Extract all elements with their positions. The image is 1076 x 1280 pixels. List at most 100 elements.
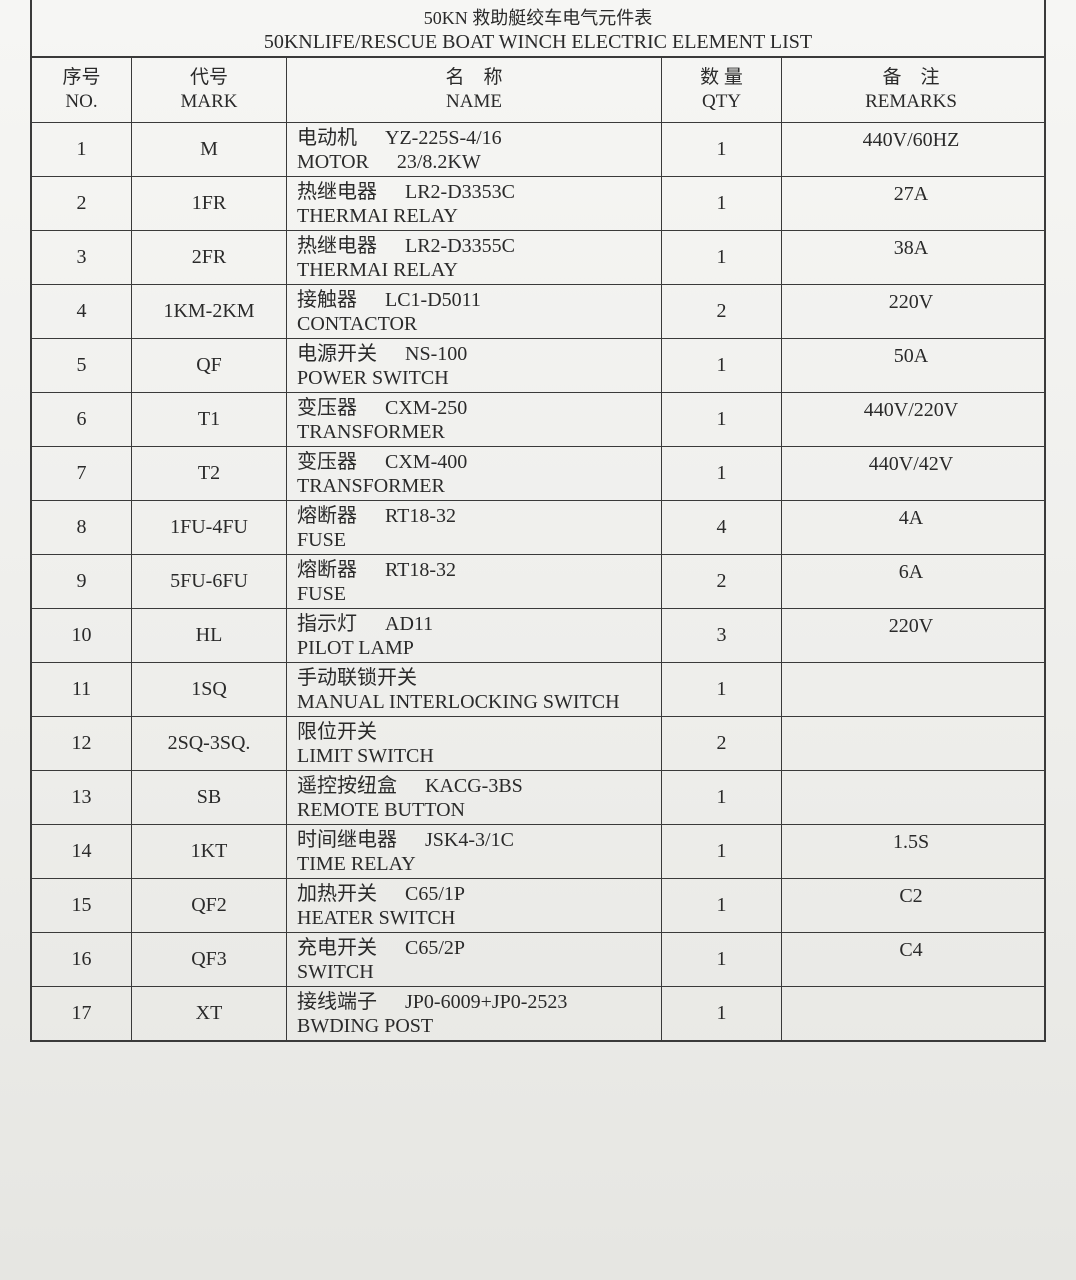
name-cell: 热继电器 LR2-D3355C THERMAI RELAY — [287, 231, 662, 284]
name-en: CONTACTOR — [297, 312, 418, 335]
qty-cell: 1 — [662, 771, 782, 824]
qty-cell: 2 — [662, 717, 782, 770]
table-row: 7 T2 变压器 CXM-400 TRANSFORMER 1 440V/42V — [32, 447, 1044, 501]
name-cn: 手动联锁开关 — [297, 666, 417, 689]
name-en: MOTOR — [297, 150, 369, 173]
remarks-cell: 220V — [782, 285, 1040, 338]
name-line: BWDING POST — [297, 1014, 433, 1038]
name-en: TRANSFORMER — [297, 474, 445, 497]
name-line: 熔断器 RT18-32 — [297, 504, 456, 528]
table-row: 1 M 电动机 YZ-225S-4/16 MOTOR 23/8.2KW 1 440V/60HZ — [32, 123, 1044, 177]
name-cell: 限位开关 LIMIT SWITCH — [287, 717, 662, 770]
qty-cell: 2 — [662, 555, 782, 608]
name-cn: 限位开关 — [297, 720, 377, 743]
table-row: 16 QF3 充电开关 C65/2P SWITCH 1 C4 — [32, 933, 1044, 987]
table-row: 12 2SQ-3SQ. 限位开关 LIMIT SWITCH 2 — [32, 717, 1044, 771]
remarks-cell: C2 — [782, 879, 1040, 932]
name-cn: 遥控按纽盒 — [297, 774, 397, 797]
mark-cell: T2 — [132, 447, 287, 500]
name-line: 时间继电器 JSK4-3/1C — [297, 828, 514, 852]
no-cell: 12 — [32, 717, 132, 770]
name-cell: 加热开关 C65/1P HEATER SWITCH — [287, 879, 662, 932]
name-cn: 变压器 — [297, 396, 357, 419]
no-cell: 16 — [32, 933, 132, 986]
spec: JP0-6009+JP0-2523 — [405, 990, 568, 1013]
remarks-cell — [782, 771, 1040, 824]
header-row: 序号 NO. 代号 MARK 名 称 NAME 数 量 QTY 备 注 REMARKS — [32, 58, 1044, 123]
name-cell: 时间继电器 JSK4-3/1C TIME RELAY — [287, 825, 662, 878]
no-cell: 2 — [32, 177, 132, 230]
name-line: MOTOR 23/8.2KW — [297, 150, 481, 174]
remarks: 220V — [888, 291, 934, 313]
name-cn: 热继电器 — [297, 234, 377, 257]
no-cell: 17 — [32, 987, 132, 1040]
header-cn: 名 称 — [445, 67, 503, 88]
name-line: 指示灯 AD11 — [297, 612, 433, 636]
name-cell: 热继电器 LR2-D3353C THERMAI RELAY — [287, 177, 662, 230]
spec: RT18-32 — [385, 504, 457, 527]
name-cn: 指示灯 — [297, 612, 357, 635]
table-row: 15 QF2 加热开关 C65/1P HEATER SWITCH 1 C2 — [32, 879, 1044, 933]
table-row: 3 2FR 热继电器 LR2-D3355C THERMAI RELAY 1 38A — [32, 231, 1044, 285]
name-line: 热继电器 LR2-D3353C — [297, 180, 515, 204]
name-cn: 充电开关 — [297, 936, 377, 959]
name-cn: 电源开关 — [297, 342, 377, 365]
spec: CXM-250 — [385, 396, 468, 419]
name-line: TRANSFORMER — [297, 420, 445, 444]
qty-cell: 1 — [662, 825, 782, 878]
no-cell: 15 — [32, 879, 132, 932]
table-row: 2 1FR 热继电器 LR2-D3353C THERMAI RELAY 1 27A — [32, 177, 1044, 231]
remarks: 27A — [893, 183, 929, 205]
remarks-cell: 440V/42V — [782, 447, 1040, 500]
header-cell: 序号 NO. — [32, 58, 132, 122]
table-row: 11 1SQ 手动联锁开关 MANUAL INTERLOCKING SWITCH 1 — [32, 663, 1044, 717]
title-block: 50KN 救助艇绞车电气元件表 50KNLIFE/RESCUE BOAT WIN… — [32, 0, 1044, 58]
name-cn: 电动机 — [297, 126, 357, 149]
no-cell: 6 — [32, 393, 132, 446]
no-cell: 13 — [32, 771, 132, 824]
table-row: 6 T1 变压器 CXM-250 TRANSFORMER 1 440V/220V — [32, 393, 1044, 447]
name-en: TRANSFORMER — [297, 420, 445, 443]
qty-cell: 1 — [662, 933, 782, 986]
no-cell: 3 — [32, 231, 132, 284]
element-table: 序号 NO. 代号 MARK 名 称 NAME 数 量 QTY 备 注 REMARKS 1 M 电动机 Y… — [32, 58, 1044, 1040]
name-cn: 接触器 — [297, 288, 357, 311]
name-line: 接触器 LC1-D5011 — [297, 288, 481, 312]
no-cell: 4 — [32, 285, 132, 338]
table-row: 9 5FU-6FU 熔断器 RT18-32 FUSE 2 6A — [32, 555, 1044, 609]
qty-cell: 1 — [662, 879, 782, 932]
spec: 23/8.2KW — [396, 150, 481, 173]
table-row: 4 1KM-2KM 接触器 LC1-D5011 CONTACTOR 2 220V — [32, 285, 1044, 339]
spec: C65/2P — [405, 936, 466, 959]
mark-cell: T1 — [132, 393, 287, 446]
remarks: C4 — [899, 939, 923, 961]
qty-cell: 1 — [662, 231, 782, 284]
name-en: SWITCH — [297, 960, 374, 983]
spec: KACG-3BS — [425, 774, 523, 797]
name-cell: 熔断器 RT18-32 FUSE — [287, 555, 662, 608]
name-cell: 接触器 LC1-D5011 CONTACTOR — [287, 285, 662, 338]
name-line: POWER SWITCH — [297, 366, 449, 390]
name-cn: 热继电器 — [297, 180, 377, 203]
header-en: REMARKS — [865, 91, 957, 112]
name-line: TRANSFORMER — [297, 474, 445, 498]
remarks: 4A — [898, 507, 924, 529]
mark-cell: QF2 — [132, 879, 287, 932]
name-line: FUSE — [297, 582, 346, 606]
remarks-cell: 440V/220V — [782, 393, 1040, 446]
name-cn: 熔断器 — [297, 558, 357, 581]
qty-cell: 1 — [662, 663, 782, 716]
remarks-cell: 220V — [782, 609, 1040, 662]
table-row: 5 QF 电源开关 NS-100 POWER SWITCH 1 50A — [32, 339, 1044, 393]
spec: YZ-225S-4/16 — [385, 126, 502, 149]
remarks: 50A — [893, 345, 929, 367]
header-cell: 名 称 NAME — [287, 58, 662, 122]
header-en: MARK — [180, 91, 238, 112]
name-cell: 熔断器 RT18-32 FUSE — [287, 501, 662, 554]
name-cell: 变压器 CXM-400 TRANSFORMER — [287, 447, 662, 500]
header-cn: 数 量 — [700, 67, 743, 88]
header-cell: 代号 MARK — [132, 58, 287, 122]
table-row: 17 XT 接线端子 JP0-6009+JP0-2523 BWDING POST 1 — [32, 987, 1044, 1040]
remarks-cell — [782, 717, 1040, 770]
